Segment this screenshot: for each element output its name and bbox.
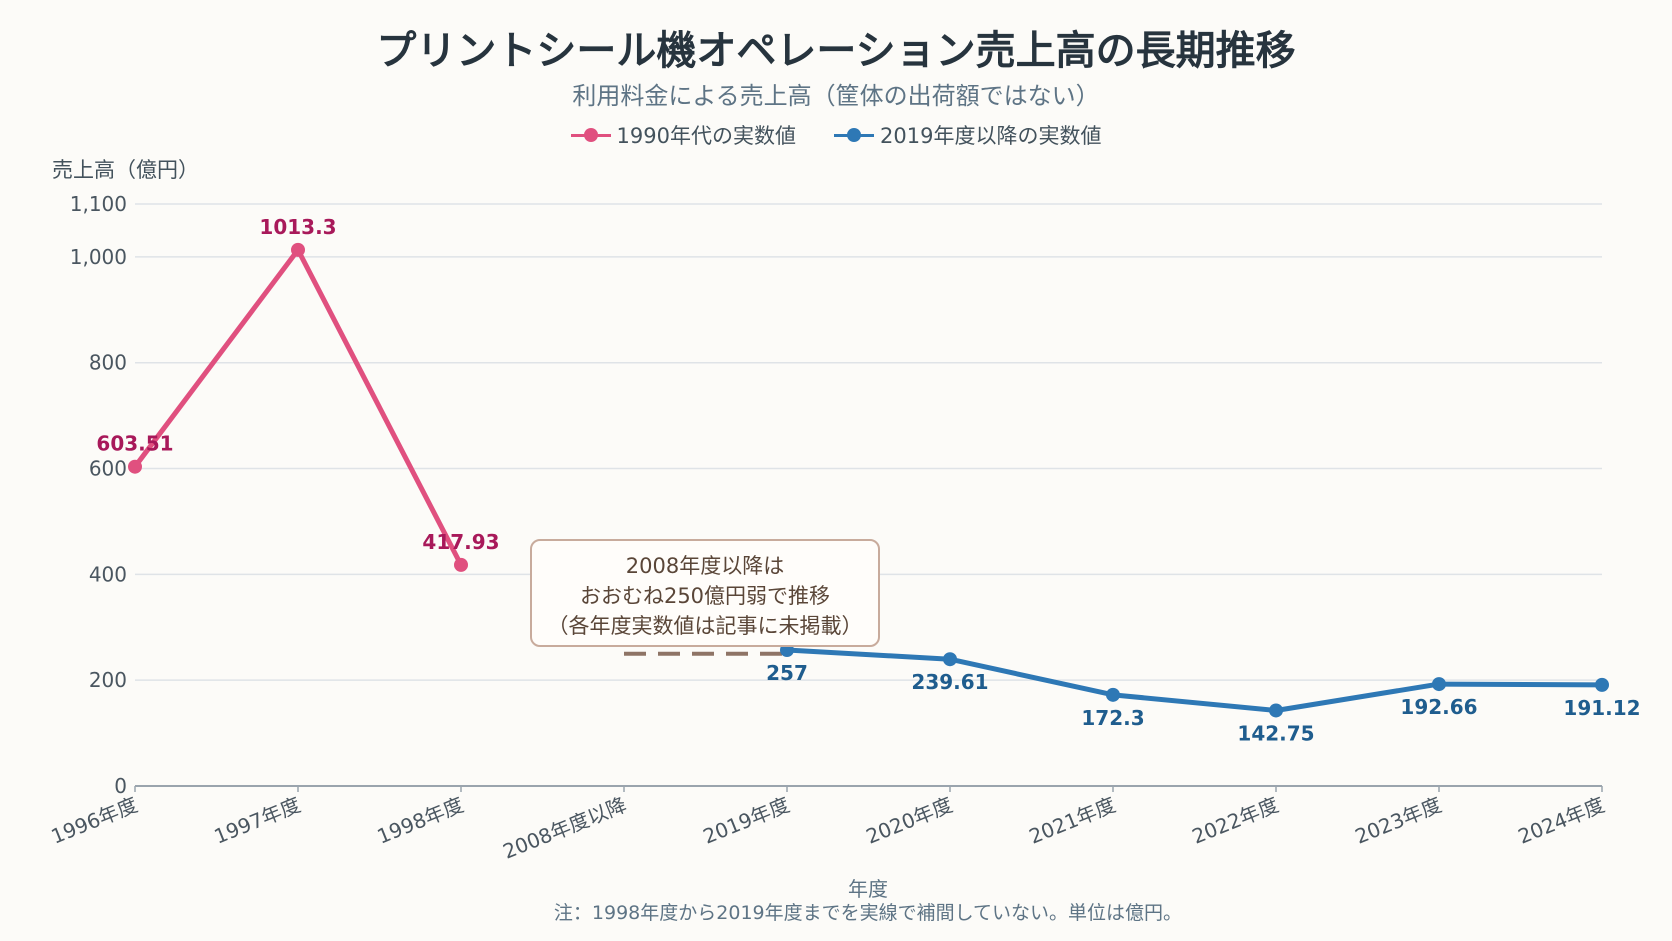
data-point-1990s[interactable] bbox=[454, 557, 468, 572]
legend-label-1990s: 1990年代の実数値 bbox=[616, 124, 796, 148]
y-tick-label-400: 400 bbox=[89, 562, 127, 586]
data-label-1990s: 603.51 bbox=[96, 432, 173, 456]
data-label-1990s: 1013.3 bbox=[259, 215, 336, 239]
x-tick-label: 2022年度 bbox=[1189, 792, 1282, 848]
legend-item-1990s[interactable]: 1990年代の実数値 bbox=[570, 120, 796, 150]
annotation-line-3: （各年度実数値は記事に未掲載） bbox=[547, 614, 863, 638]
data-label-2019: 192.66 bbox=[1400, 695, 1477, 719]
data-point-1990s[interactable] bbox=[128, 459, 142, 474]
data-point-2019[interactable] bbox=[1269, 703, 1283, 718]
x-tick-label: 2019年度 bbox=[700, 792, 793, 848]
data-point-2019[interactable] bbox=[1595, 677, 1609, 692]
series-line-2019 bbox=[784, 647, 1605, 713]
x-tick-label: 1996年度 bbox=[48, 792, 141, 848]
y-axis-title: 売上高（億円） bbox=[52, 158, 199, 182]
x-tick-label: 2023年度 bbox=[1352, 792, 1445, 848]
data-point-2019[interactable] bbox=[943, 652, 957, 667]
legend-swatch-2019 bbox=[834, 125, 874, 145]
x-tick-label: 2008年度以降 bbox=[500, 792, 630, 863]
y-tick-label-600: 600 bbox=[89, 457, 127, 481]
y-tick-label-800: 800 bbox=[89, 351, 127, 375]
annotation-line-1: 2008年度以降は bbox=[625, 554, 785, 578]
data-label-2019: 191.12 bbox=[1563, 696, 1640, 720]
x-tick-label: 2024年度 bbox=[1515, 792, 1608, 848]
y-tick-label-200: 200 bbox=[89, 668, 127, 692]
y-tick-label-0: 0 bbox=[114, 774, 127, 798]
x-tick-label: 1997年度 bbox=[211, 792, 304, 848]
series-line-1990s bbox=[132, 247, 464, 568]
legend-item-2019[interactable]: 2019年度以降の実数値 bbox=[834, 120, 1101, 150]
legend-label-2019: 2019年度以降の実数値 bbox=[880, 124, 1102, 148]
legend-swatch-1990s bbox=[570, 125, 611, 145]
annotation-line-2: おおむね250億円弱で推移 bbox=[579, 584, 831, 608]
chart-title: プリントシール機オペレーション売上高の長期推移 bbox=[376, 28, 1296, 74]
x-tick-label: 1998年度 bbox=[374, 792, 467, 848]
x-tick-label: 2021年度 bbox=[1026, 792, 1119, 848]
data-label-2019: 172.3 bbox=[1081, 706, 1144, 730]
y-tick-label-1000: 1,000 bbox=[70, 245, 127, 269]
data-label-1990s: 417.93 bbox=[422, 530, 499, 554]
data-label-2019: 257 bbox=[766, 661, 808, 685]
y-tick-label-1100: 1,100 bbox=[70, 192, 127, 216]
footnote: 注：1998年度から2019年度までを実線で補間していない。単位は億円。 bbox=[553, 902, 1183, 924]
data-point-2019[interactable] bbox=[1106, 687, 1120, 702]
chart-subtitle: 利用料金による売上高（筐体の出荷額ではない） bbox=[572, 82, 1100, 110]
data-label-2019: 239.61 bbox=[911, 670, 988, 694]
data-point-2019[interactable] bbox=[1432, 677, 1446, 692]
chart-legend: 1990年代の実数値 2019年度以降の実数値 bbox=[0, 120, 1672, 150]
data-label-2019: 142.75 bbox=[1237, 721, 1314, 745]
x-tick-label: 2020年度 bbox=[863, 792, 956, 848]
data-point-1990s[interactable] bbox=[291, 242, 305, 257]
x-axis-title: 年度 bbox=[848, 877, 888, 901]
annotation-box: 2008年度以降は おおむね250億円弱で推移 （各年度実数値は記事に未掲載） bbox=[530, 539, 880, 647]
